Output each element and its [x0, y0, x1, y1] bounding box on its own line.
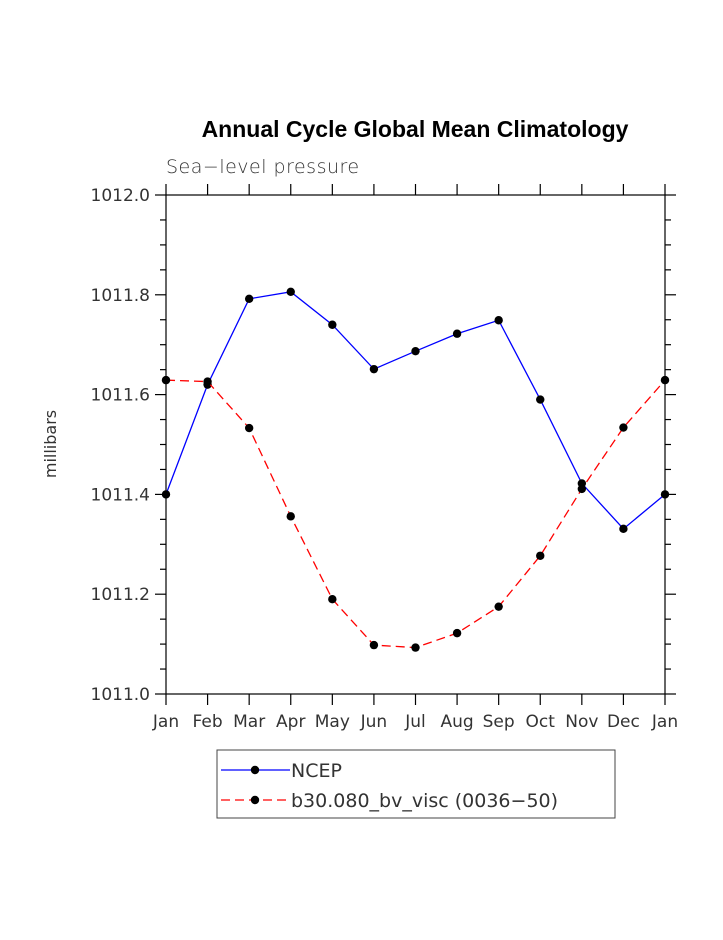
y-tick-label: 1011.0	[91, 685, 150, 705]
y-tick-label: 1011.4	[91, 485, 150, 505]
x-tick-label: Jan	[651, 712, 678, 732]
data-point-series-2	[286, 512, 295, 521]
data-point-series-2	[452, 628, 462, 638]
y-tick-label: 1011.6	[91, 386, 150, 406]
legend-label-1: NCEP	[291, 760, 342, 782]
data-point-series-1	[244, 294, 254, 303]
data-point-series-2	[203, 377, 212, 386]
data-point-series-1	[536, 395, 545, 404]
data-point-series-2	[536, 551, 545, 560]
series-layer	[161, 287, 670, 652]
data-point-series-1	[619, 524, 628, 534]
x-tick-label: Apr	[276, 712, 305, 732]
data-point-series-2	[660, 375, 670, 385]
axes-layer	[155, 184, 676, 705]
series-line-1	[165, 291, 666, 530]
x-tick-label: Mar	[233, 712, 265, 732]
data-point-series-1	[328, 320, 337, 329]
x-tick-label: Nov	[565, 712, 598, 732]
x-tick-label: Sep	[483, 712, 515, 732]
y-tick-label: 1011.2	[91, 585, 150, 605]
x-tick-label: May	[315, 712, 350, 732]
y-tick-label: 1011.8	[91, 286, 150, 306]
data-point-series-1	[286, 287, 295, 297]
plot-frame	[165, 194, 666, 695]
legend-marker-2	[250, 795, 260, 805]
data-point-series-2	[328, 594, 337, 604]
data-point-series-1	[660, 490, 670, 499]
data-point-series-1	[494, 316, 503, 325]
data-point-series-1	[369, 364, 379, 374]
y-axis-label: millibars	[41, 410, 60, 478]
x-tick-label: Dec	[607, 712, 640, 732]
data-point-series-1	[452, 329, 462, 338]
x-tick-label: Oct	[526, 712, 556, 732]
x-tick-label: Aug	[440, 712, 473, 732]
x-tick-label: Feb	[193, 712, 223, 732]
legend-marker-1	[250, 765, 260, 775]
data-point-series-2	[369, 640, 379, 650]
tick-label-layer: Jan Feb Mar Apr May Jun Jul Aug Sep Oct Nov Dec Jan1…	[91, 186, 679, 732]
data-point-series-2	[161, 375, 171, 385]
x-tick-label: Jan	[152, 712, 179, 732]
x-tick-label: Jun	[360, 712, 388, 732]
data-point-series-2	[494, 602, 503, 611]
legend-label-2: b30.080_bv_visc (0036−50)	[291, 790, 558, 812]
series-line-2	[165, 379, 666, 649]
data-point-series-2	[244, 423, 254, 433]
data-point-series-1	[161, 490, 171, 499]
chart-title: Annual Cycle Global Mean Climatology	[202, 116, 629, 142]
data-point-series-2	[577, 484, 587, 494]
legend: NCEP b30.080_bv_visc (0036−50)	[216, 749, 616, 819]
y-tick-label: 1012.0	[91, 186, 150, 206]
x-tick-label: Jul	[404, 712, 426, 732]
data-point-series-2	[619, 423, 628, 432]
data-point-series-1	[411, 346, 420, 356]
legend-box	[216, 749, 616, 819]
chart-subtitle: Sea−level pressure	[166, 156, 360, 178]
data-point-series-2	[411, 643, 420, 652]
